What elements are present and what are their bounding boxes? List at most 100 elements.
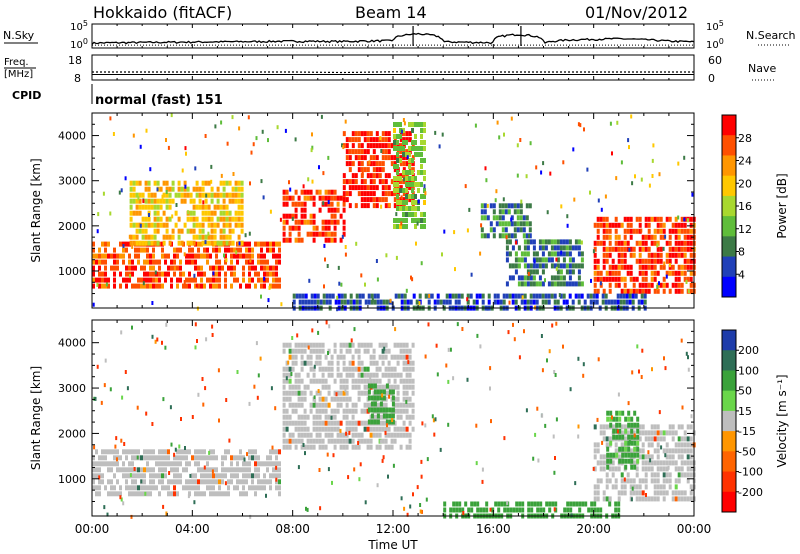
velocity-cell: [306, 438, 310, 444]
velocity-speck: [562, 344, 564, 349]
power-speck: [525, 174, 528, 179]
velocity-cell: [224, 449, 227, 455]
power-cell: [402, 197, 406, 203]
velocity-cell: [599, 466, 603, 472]
power-cell: [381, 197, 385, 203]
velocity-cell: [288, 372, 292, 378]
velocity-speck: [420, 459, 423, 464]
power-speck: [249, 181, 251, 186]
power-cell: [617, 240, 621, 246]
power-cell: [176, 283, 179, 289]
velocity-cell: [188, 479, 191, 485]
velocity-speck: [211, 469, 214, 474]
velocity-cell: [134, 491, 137, 497]
power-cell: [234, 180, 238, 186]
velocity-cell: [233, 467, 236, 473]
velocity-cell: [113, 461, 116, 467]
power-cell: [213, 240, 217, 246]
velocity-cell: [336, 396, 340, 402]
velocity-cell: [297, 390, 301, 396]
velocity-cell: [321, 342, 325, 348]
velocity-cell: [167, 485, 170, 491]
power-cell: [493, 293, 497, 299]
velocity-cell: [662, 478, 666, 484]
power-cell: [203, 271, 206, 277]
velocity-speck: [534, 432, 537, 437]
velocity-cell: [107, 449, 110, 455]
velocity-cell: [367, 419, 371, 425]
power-cell: [185, 283, 188, 289]
power-cell: [321, 195, 325, 201]
power-cell: [201, 228, 205, 234]
velocity-speck: [475, 461, 478, 466]
power-cell: [498, 215, 502, 221]
power-cell: [282, 219, 286, 225]
power-cell: [580, 263, 584, 269]
power-cell: [571, 269, 575, 275]
power-cell: [408, 149, 412, 155]
velocity-cell: [388, 419, 392, 425]
power-cell: [523, 275, 527, 281]
power-cell: [248, 241, 251, 247]
power-cell: [568, 245, 572, 251]
velocity-cell: [191, 455, 194, 461]
power-cell: [132, 234, 136, 240]
velocity-cell: [548, 507, 552, 513]
velocity-cell: [263, 479, 266, 485]
power-speck: [183, 280, 186, 284]
velocity-cell: [569, 507, 573, 513]
power-cell: [593, 264, 597, 270]
power-cell: [92, 283, 95, 289]
velocity-cell: [357, 360, 361, 366]
power-speck: [232, 172, 235, 176]
x-tick-label: 08:00: [275, 522, 310, 536]
power-cell: [528, 227, 532, 233]
velocity-speck: [420, 474, 423, 479]
power-speck: [428, 293, 431, 298]
power-cell: [635, 276, 639, 282]
power-cell: [216, 198, 220, 204]
velocity-cell: [342, 342, 346, 348]
power-cell: [306, 189, 310, 195]
power-cell: [168, 216, 172, 222]
power-cell: [519, 209, 523, 215]
velocity-cell: [236, 485, 239, 491]
power-cell: [357, 131, 361, 137]
velocity-speck: [350, 338, 353, 343]
power-cell: [152, 259, 155, 265]
velocity-speck: [421, 421, 424, 426]
power-speck: [122, 244, 125, 248]
power-cell: [644, 288, 648, 294]
power-cell: [207, 204, 211, 210]
velocity-speck: [506, 500, 509, 505]
power-cell: [158, 259, 161, 265]
velocity-cell: [288, 384, 292, 390]
power-cell: [360, 203, 364, 209]
velocity-cell: [587, 507, 591, 513]
power-cell: [185, 277, 188, 283]
velocity-y-tick-label: 1000: [58, 473, 86, 486]
power-cell: [405, 179, 409, 185]
velocity-speck: [103, 383, 106, 388]
power-cell: [369, 191, 373, 197]
velocity-cell: [176, 473, 179, 479]
velocity-speck: [489, 386, 491, 391]
power-cell: [360, 149, 364, 155]
power-speck: [651, 158, 654, 163]
velocity-cell: [512, 507, 516, 513]
power-cell: [135, 192, 139, 198]
power-cell: [498, 221, 502, 227]
velocity-cell: [653, 430, 657, 436]
velocity-cell: [627, 440, 631, 446]
power-speck: [580, 240, 583, 245]
power-cell: [620, 276, 624, 282]
velocity-cell: [315, 432, 319, 438]
velocity-cell: [402, 408, 406, 414]
velocity-cell: [632, 490, 636, 496]
velocity-cell: [593, 448, 597, 454]
velocity-cell: [363, 420, 367, 426]
power-cell: [342, 231, 346, 237]
power-cell: [146, 247, 149, 253]
power-speck: [323, 243, 326, 248]
power-cell: [266, 241, 269, 247]
